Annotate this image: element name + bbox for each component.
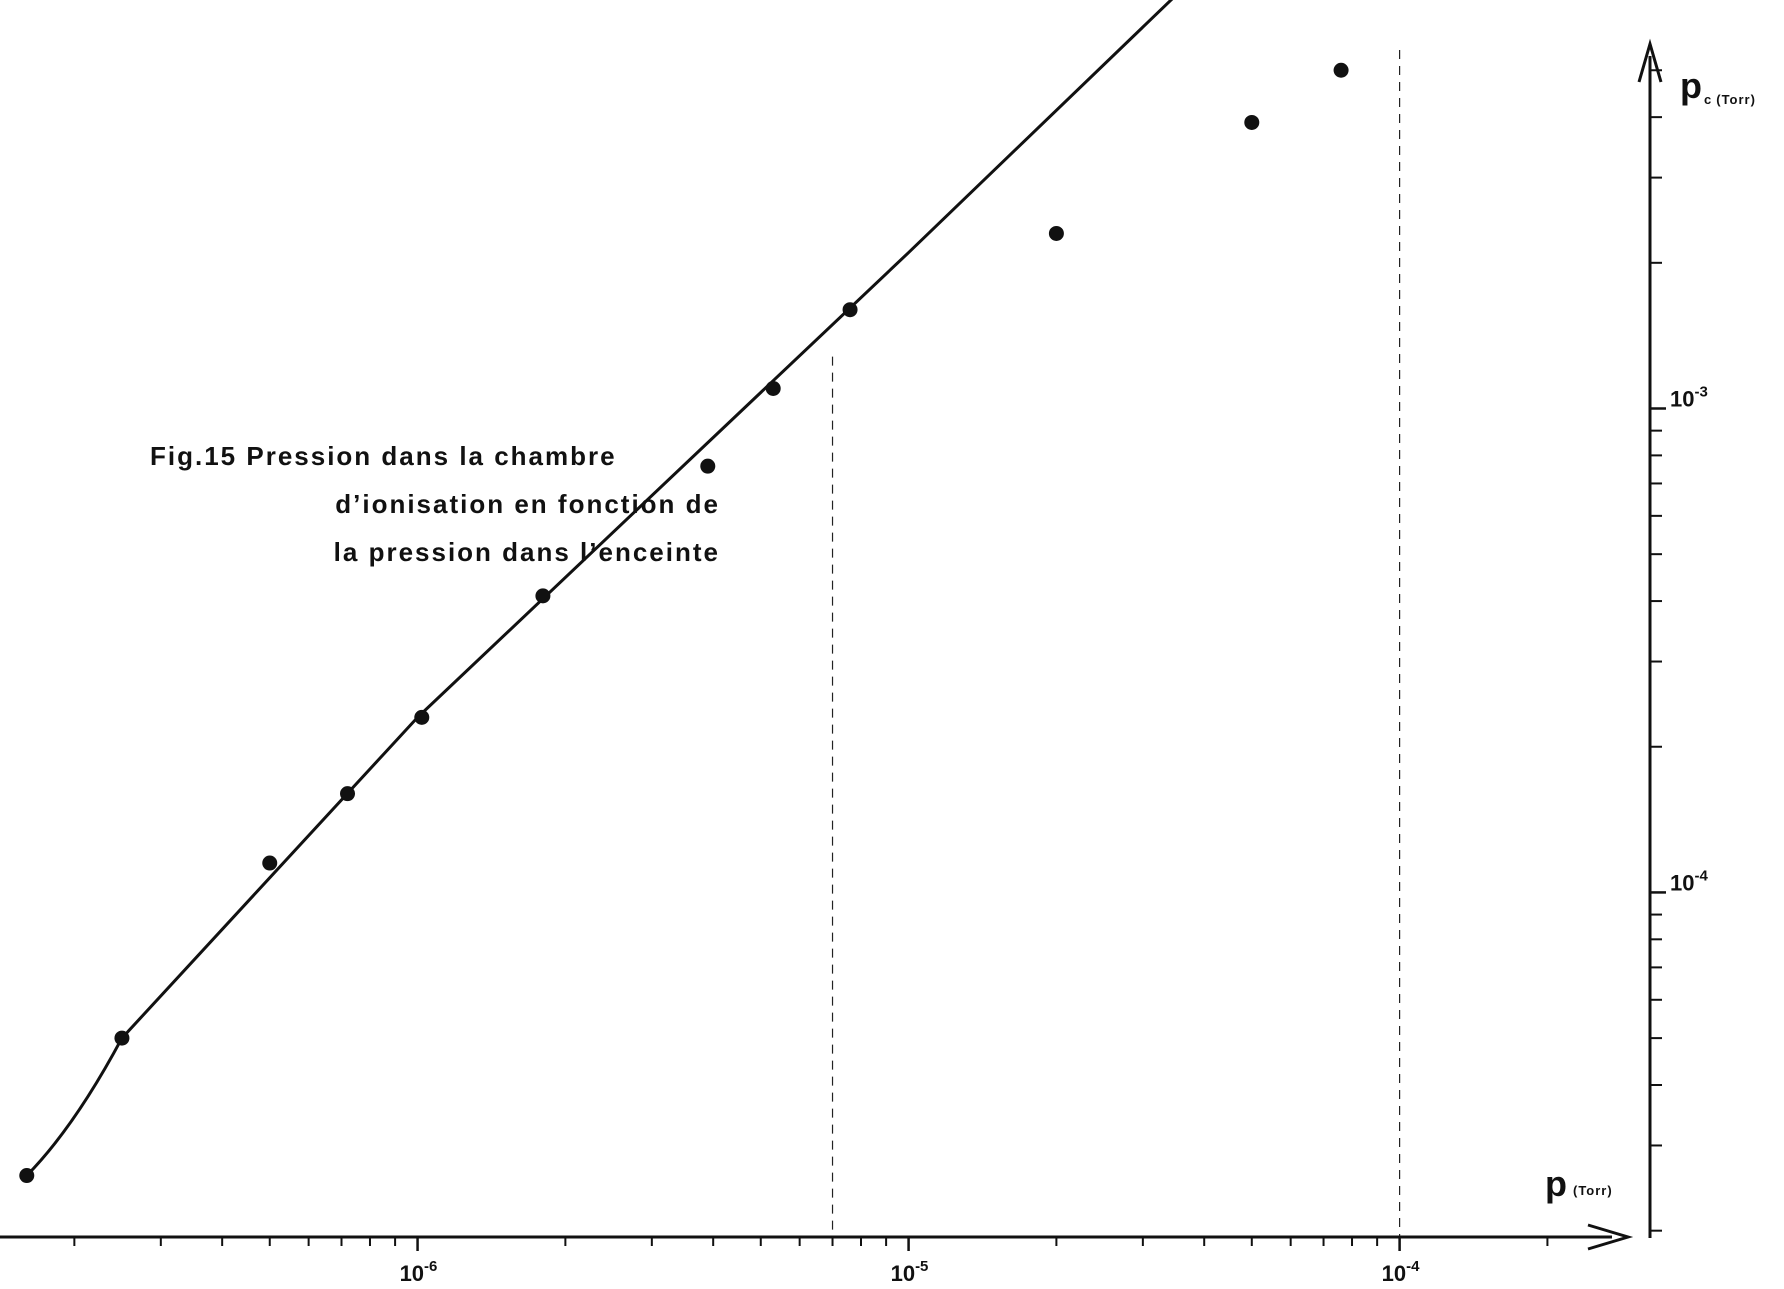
data-point bbox=[700, 458, 716, 474]
x-axis-arrow bbox=[1587, 1223, 1634, 1251]
x-tick-label: 10-4 bbox=[1382, 1258, 1420, 1286]
x-axis: 10-6 10-5 10-4 bbox=[0, 1223, 1634, 1286]
data-point bbox=[262, 855, 278, 871]
data-point bbox=[1048, 225, 1064, 241]
figure-caption: Fig.15 Pression dans la chambre d’ionisa… bbox=[150, 432, 720, 576]
y-axis-title: p c (Torr) bbox=[1680, 65, 1756, 107]
data-point bbox=[765, 380, 781, 396]
x-axis-title: p (Torr) bbox=[1545, 1163, 1613, 1204]
data-point bbox=[19, 1168, 35, 1184]
data-point bbox=[535, 588, 551, 604]
y-axis: 10-3 10-4 bbox=[1637, 38, 1708, 1238]
data-point bbox=[340, 786, 356, 802]
data-point bbox=[1244, 114, 1260, 130]
data-points bbox=[19, 62, 1349, 1184]
x-tick-label: 10-6 bbox=[400, 1258, 438, 1286]
data-point bbox=[1333, 62, 1349, 78]
y-tick-label: 10-3 bbox=[1670, 383, 1708, 411]
data-point bbox=[414, 709, 430, 725]
y-tick-label: 10-4 bbox=[1670, 867, 1708, 895]
fit-line bbox=[25, 0, 1174, 1177]
caption-line-1: Fig.15 Pression dans la chambre bbox=[150, 441, 617, 471]
reference-lines bbox=[831, 50, 1401, 1237]
caption-line-2: d’ionisation en fonction de bbox=[335, 489, 720, 519]
data-point bbox=[114, 1030, 130, 1046]
fit-line-group bbox=[25, 0, 1174, 1177]
data-point bbox=[842, 302, 858, 318]
x-tick-label: 10-5 bbox=[891, 1258, 929, 1286]
caption-line-3: la pression dans l’enceinte bbox=[333, 537, 720, 567]
